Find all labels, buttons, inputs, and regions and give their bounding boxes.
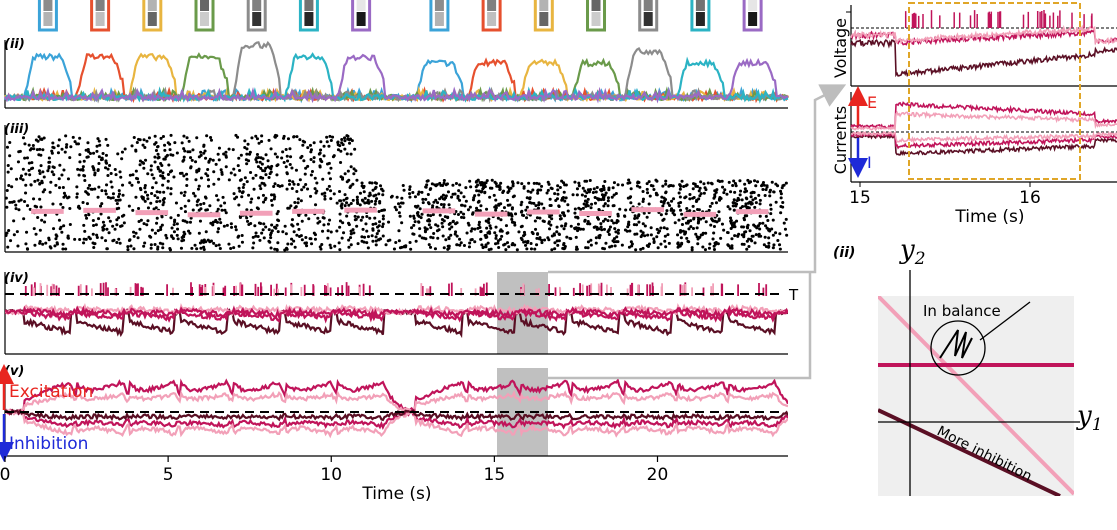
stimulus-icon-bottom [487, 12, 497, 26]
panel-label-iv: (iv) [4, 271, 29, 286]
current-trace [5, 408, 788, 431]
inset-x-label: Time (s) [954, 207, 1024, 227]
stimulus-icon-bottom [748, 12, 758, 26]
current-traces [5, 377, 788, 439]
pink-nullcline [878, 296, 1074, 496]
inset-current-trace [850, 130, 1117, 145]
inset-highlight-box [908, 2, 1081, 180]
stimulus-icon-bottom [252, 12, 262, 26]
stimulus-icon-top [95, 0, 105, 11]
inset-current-traces [850, 101, 1117, 157]
excitation-label: Excitation [9, 382, 93, 402]
panel-label-iii: (iii) [4, 122, 29, 137]
stimulus-icon-bottom [43, 12, 53, 26]
stimulus-icon-top [200, 0, 210, 11]
inset-voltage-trace [850, 39, 1117, 78]
spike-raster [4, 133, 789, 252]
x-axis-label: Time (s) [361, 484, 431, 504]
threshold-label: T [788, 286, 799, 304]
voltage-panel: (iv) T [4, 271, 799, 355]
stimulus-icon-top [356, 0, 366, 11]
stimulus-icon-top [147, 0, 157, 11]
dark-nullcline [878, 408, 1061, 496]
current-trace [5, 408, 788, 439]
neuron-activity-panel: (ii) [3, 37, 789, 109]
y1-label: y1 [1076, 401, 1103, 435]
stimulus-icon-top [643, 0, 653, 11]
x-ticks: 0 5 10 15 20 [0, 456, 668, 485]
inset-e-label: E [867, 93, 877, 112]
zoom-inset: Voltage Currents E I 15 16 Time (s) [831, 2, 1117, 227]
currents-panel: (v) Excitation Inhibition 0 5 10 15 20 Time … [0, 364, 788, 504]
raster-panel: (iii) [4, 122, 789, 253]
y2-label: y2 [899, 235, 926, 269]
x-tick-label: 5 [163, 465, 174, 485]
activity-trace [4, 40, 789, 104]
current-trace [5, 408, 788, 422]
stimulus-icon-bottom [147, 12, 157, 26]
raster-spikes [4, 133, 789, 252]
current-trace [5, 377, 788, 418]
panel-label-ii: (ii) [4, 37, 25, 52]
stimulus-icon-bottom [304, 12, 314, 26]
stimulus-icon-top [539, 0, 549, 11]
stimulus-icon-bottom [95, 12, 105, 26]
panel-label-v: (v) [4, 364, 24, 379]
stimulus-icon-bottom [434, 12, 444, 26]
inset-xtick-label-16: 16 [1019, 188, 1041, 208]
in-balance-label: In balance [923, 302, 1001, 320]
stimulus-icon-bottom [356, 12, 366, 26]
stimulus-icon-bottom [695, 12, 705, 26]
inset-xtick-label-15: 15 [849, 188, 871, 208]
zoom-connector-bottom [548, 272, 812, 380]
panel-label-right-ii: (ii) [833, 245, 855, 261]
stimulus-icon-top [695, 0, 705, 11]
activity-trace [4, 53, 789, 104]
stimulus-icon-bottom [539, 12, 549, 26]
current-trace [5, 389, 788, 416]
balance-circle [930, 320, 986, 376]
voltage-trace [5, 304, 788, 320]
stimulus-icon-bottom [200, 12, 210, 26]
activity-traces [3, 40, 789, 104]
stimulus-icon-top [748, 0, 758, 11]
stimulus-icon-top [591, 0, 601, 11]
stimulus-icon-bottom [591, 12, 601, 26]
stimulus-icons [37, 0, 763, 32]
x-tick-label: 15 [484, 465, 506, 485]
inset-currents-label: Currents [831, 106, 850, 174]
inset-voltage-trace [850, 24, 1117, 46]
stimulus-icon-top [487, 0, 497, 11]
zoom-connector-top [548, 84, 847, 274]
balance-pointer [979, 301, 1031, 341]
inhibition-label: Inhibition [9, 434, 88, 454]
x-tick-label: 10 [320, 465, 342, 485]
inset-spikes [904, 10, 1093, 28]
stimulus-icon-bottom [643, 12, 653, 26]
inset-voltage-traces [850, 10, 1117, 78]
x-tick-label: 0 [0, 465, 10, 485]
stimulus-icon-top [434, 0, 444, 11]
inset-voltage-label: Voltage [831, 18, 850, 78]
inset-current-trace [850, 110, 1117, 133]
voltage-traces [5, 282, 788, 339]
stimulus-icon-top [252, 0, 262, 11]
x-tick-label: 20 [647, 465, 669, 485]
inset-i-label: I [867, 153, 872, 172]
stimulus-icon-top [304, 0, 314, 11]
spike-marks-pale [33, 283, 714, 296]
phase-plane: (ii) y2 y1 In balance More inhibition [833, 235, 1103, 496]
balance-trajectory [939, 329, 973, 359]
stimulus-icon-top [43, 0, 53, 11]
